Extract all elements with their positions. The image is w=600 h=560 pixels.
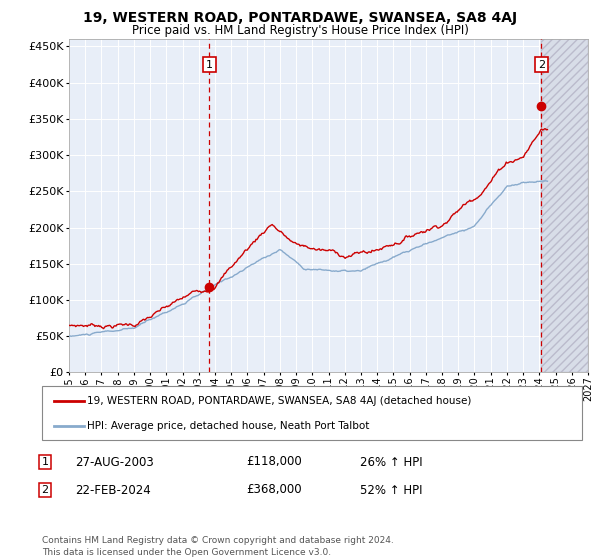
Text: 52% ↑ HPI: 52% ↑ HPI [360,483,422,497]
Text: 27-AUG-2003: 27-AUG-2003 [75,455,154,469]
Text: 26% ↑ HPI: 26% ↑ HPI [360,455,422,469]
Text: Price paid vs. HM Land Registry's House Price Index (HPI): Price paid vs. HM Land Registry's House … [131,24,469,36]
Text: £118,000: £118,000 [246,455,302,469]
Text: 19, WESTERN ROAD, PONTARDAWE, SWANSEA, SA8 4AJ (detached house): 19, WESTERN ROAD, PONTARDAWE, SWANSEA, S… [87,396,472,407]
Text: £368,000: £368,000 [246,483,302,497]
Text: 1: 1 [206,59,213,69]
Text: 22-FEB-2024: 22-FEB-2024 [75,483,151,497]
Text: 19, WESTERN ROAD, PONTARDAWE, SWANSEA, SA8 4AJ: 19, WESTERN ROAD, PONTARDAWE, SWANSEA, S… [83,11,517,25]
Text: HPI: Average price, detached house, Neath Port Talbot: HPI: Average price, detached house, Neat… [87,421,370,431]
Text: 1: 1 [41,457,49,467]
Text: 2: 2 [41,485,49,495]
Text: 2: 2 [538,59,545,69]
Bar [541,39,588,372]
Text: Contains HM Land Registry data © Crown copyright and database right 2024.
This d: Contains HM Land Registry data © Crown c… [42,536,394,557]
